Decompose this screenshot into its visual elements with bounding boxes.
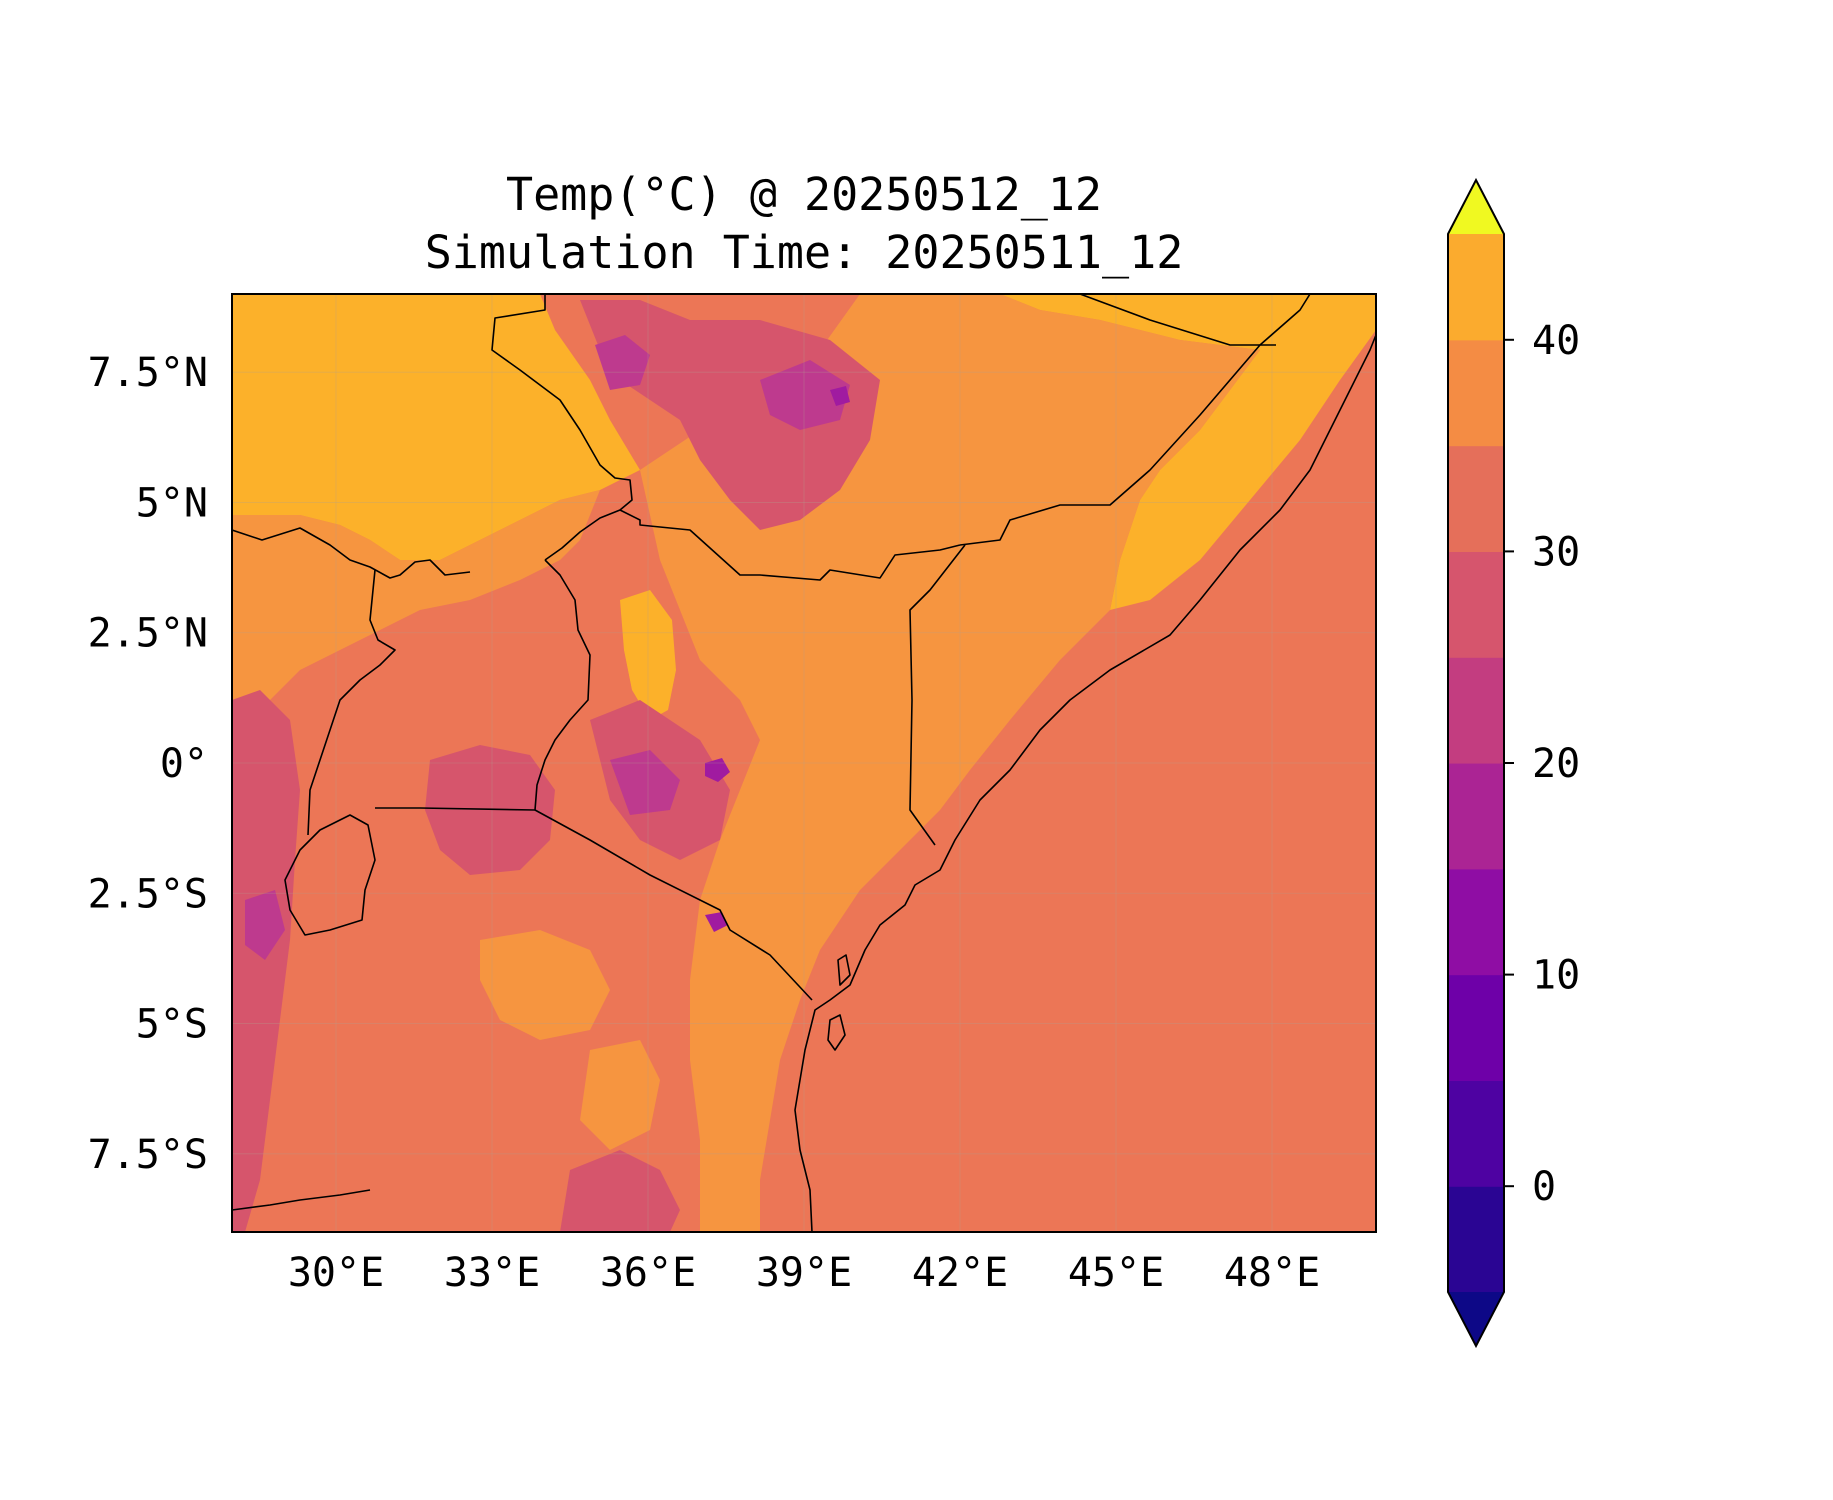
temp-region-15-20-kenya bbox=[610, 750, 680, 815]
temp-region-20-25-tanzania-highlands bbox=[560, 1150, 680, 1232]
temp-region-15-20-rwanda bbox=[245, 890, 285, 960]
border-kenya-ethiopia-somalia bbox=[959, 294, 1311, 546]
border-ethiopia-somaliland bbox=[1079, 294, 1276, 346]
temp-region-30-35-tanzania bbox=[480, 930, 610, 1040]
colorbar-segment-8 bbox=[1448, 339, 1504, 447]
temp-region-10-15-ethiopia-peak bbox=[830, 386, 850, 406]
border-kenya-somalia bbox=[909, 544, 966, 846]
colorbar-tick-label-3: 30 bbox=[1532, 529, 1580, 575]
colorbar-segment-2 bbox=[1448, 974, 1504, 1081]
coastline-somalia-kenya-tanzania bbox=[794, 334, 1376, 1232]
coastline-zanzibar bbox=[827, 1014, 846, 1051]
border-kenya-tanzania bbox=[534, 809, 813, 1001]
x-tick-label-3: 39°E bbox=[756, 1250, 852, 1296]
colorbar-segment-3 bbox=[1448, 868, 1504, 976]
colorbar-segment-7 bbox=[1448, 445, 1504, 552]
map-frame bbox=[231, 293, 1377, 1233]
temp-region-10-15-kilimanjaro bbox=[705, 912, 728, 932]
colorbar-tick-label-1: 10 bbox=[1532, 953, 1580, 999]
border-uganda-drc bbox=[232, 527, 471, 579]
colorbar-tick-label-0: 0 bbox=[1532, 1164, 1556, 1210]
colorbar: 0 10 20 30 40 bbox=[1447, 177, 1580, 1349]
temp-region-15-20-ethiopia-central bbox=[760, 360, 850, 430]
border-sudan-southsudan bbox=[491, 294, 633, 561]
x-tick-label-0: 30°E bbox=[288, 1250, 384, 1296]
colorbar-extend-over bbox=[1448, 180, 1504, 234]
temp-region-30-35-west bbox=[232, 490, 600, 760]
colorbar-segment-0 bbox=[1448, 1186, 1504, 1293]
x-axis-ticks: 30°E 33°E 36°E 39°E 42°E 45°E 48°E bbox=[288, 1250, 1320, 1296]
colorbar-segment-6 bbox=[1448, 551, 1504, 658]
borders bbox=[232, 294, 1376, 1232]
colorbar-segment-5 bbox=[1448, 657, 1504, 764]
temp-region-10-15-mt-kenya bbox=[705, 758, 730, 782]
border-tanzania-malawi-zambia bbox=[232, 1189, 371, 1211]
map-title-line2: Simulation Time: 20250511_12 bbox=[425, 226, 1184, 279]
colorbar-tick-label-4: 40 bbox=[1532, 318, 1580, 364]
temp-region-30-35-east bbox=[640, 294, 1260, 1232]
colorbar-tick-label-2: 20 bbox=[1532, 741, 1580, 787]
temp-region-35-40-turkana bbox=[620, 590, 676, 720]
y-tick-label-4: 2.5°S bbox=[88, 871, 208, 917]
border-uganda-tanzania bbox=[375, 807, 536, 811]
temp-region-15-20-ethiopia-north bbox=[595, 335, 650, 390]
temp-region-20-25-ethiopia bbox=[580, 300, 880, 530]
x-tick-label-2: 36°E bbox=[600, 1250, 696, 1296]
colorbar-segment-1 bbox=[1448, 1080, 1504, 1187]
map-title-line1: Temp(°C) @ 20250512_12 bbox=[506, 168, 1102, 221]
graticule bbox=[232, 294, 1376, 1232]
y-tick-label-3: 0° bbox=[160, 741, 208, 787]
colorbar-extend-under bbox=[1448, 1292, 1504, 1346]
coastline-pemba bbox=[837, 954, 851, 986]
temp-region-30-35-tanzania-south bbox=[580, 1040, 660, 1150]
temp-region-20-25-albertine-rift bbox=[232, 690, 300, 1232]
y-tick-label-2: 2.5°N bbox=[88, 611, 208, 657]
y-tick-label-1: 5°N bbox=[136, 480, 208, 526]
x-tick-label-6: 48°E bbox=[1224, 1250, 1320, 1296]
x-tick-label-5: 45°E bbox=[1068, 1250, 1164, 1296]
colorbar-segment-4 bbox=[1448, 763, 1504, 870]
y-tick-label-0: 7.5°N bbox=[88, 350, 208, 396]
x-tick-label-1: 33°E bbox=[444, 1250, 540, 1296]
x-tick-label-4: 42°E bbox=[912, 1250, 1008, 1296]
colorbar-outline bbox=[1447, 177, 1505, 1349]
border-uganda-west bbox=[307, 569, 396, 836]
border-southsudan-ethiopia bbox=[619, 509, 961, 581]
map-panel bbox=[232, 294, 1376, 1232]
y-axis-ticks: 7.5°N 5°N 2.5°N 0° 2.5°S 5°S 7.5°S bbox=[88, 350, 208, 1178]
colorbar-segment-9 bbox=[1448, 234, 1504, 341]
border-uganda-kenya bbox=[534, 559, 591, 811]
y-tick-label-6: 7.5°S bbox=[88, 1132, 208, 1178]
temp-region-35-40-northeast bbox=[1000, 294, 1376, 610]
y-tick-label-5: 5°S bbox=[136, 1002, 208, 1048]
temp-region-35-40-north bbox=[232, 294, 640, 560]
border-rwanda-burundi bbox=[284, 814, 376, 936]
